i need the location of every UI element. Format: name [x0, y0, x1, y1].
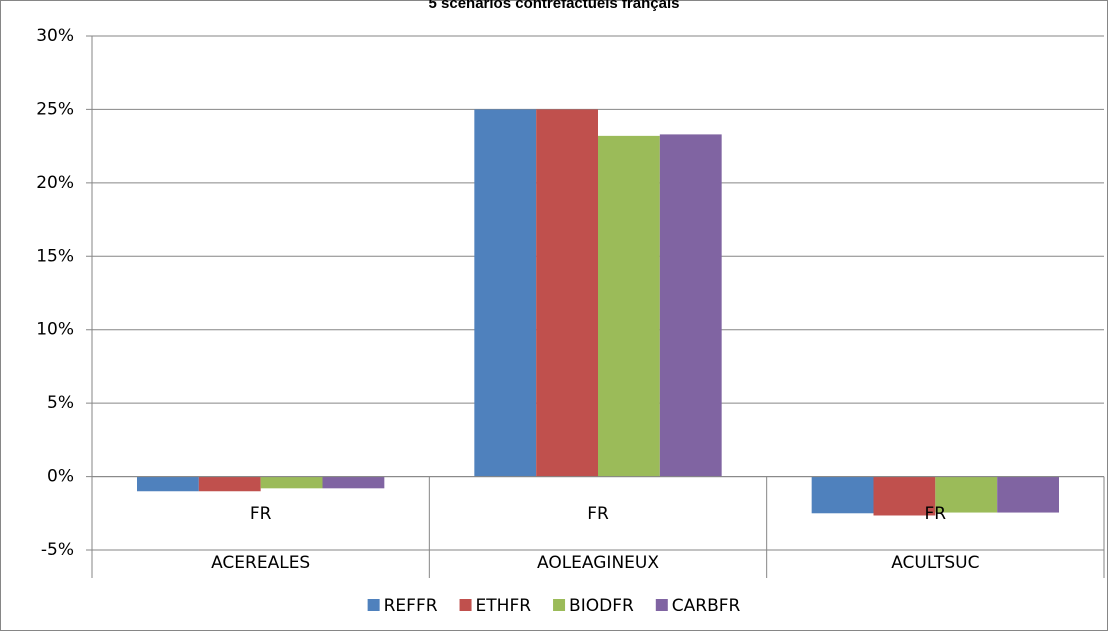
bar [137, 476, 199, 492]
legend-label: REFFR [384, 596, 438, 616]
bar [474, 109, 537, 477]
chart-title: 5 scénarios contrefactuels français [429, 0, 680, 12]
y-tick-label: 0% [47, 467, 74, 487]
bar [598, 135, 660, 477]
legend-swatch [553, 599, 566, 611]
legend-swatch [655, 599, 668, 611]
y-tick-label: 20% [36, 173, 74, 193]
bar [260, 476, 323, 489]
bar [659, 134, 722, 477]
y-tick-label: 30% [36, 26, 74, 46]
bar [536, 109, 598, 477]
y-tick-label: -5% [41, 540, 74, 560]
x-tick-label: ACEREALES [211, 553, 310, 573]
y-tick-label: 25% [36, 99, 74, 119]
bar [997, 476, 1059, 513]
bar [873, 476, 936, 516]
bar [811, 476, 874, 514]
y-tick-label: 10% [36, 320, 74, 340]
legend-swatch [367, 599, 380, 611]
bar [198, 476, 261, 492]
legend-label: CARBFR [672, 596, 741, 616]
x-subcategory-label: FR [925, 504, 947, 524]
legend-label: ETHFR [476, 596, 532, 616]
y-tick-label: 5% [47, 393, 74, 413]
x-subcategory-label: FR [250, 504, 272, 524]
x-tick-label: AOLEAGINEUX [537, 553, 659, 573]
x-subcategory-label: FR [587, 504, 609, 524]
bar [322, 476, 385, 489]
y-tick-label: 15% [36, 246, 74, 266]
bar [935, 476, 998, 513]
legend-label: BIODFR [569, 596, 634, 616]
x-tick-label: ACULTSUC [891, 553, 979, 573]
legend-swatch [459, 599, 472, 611]
